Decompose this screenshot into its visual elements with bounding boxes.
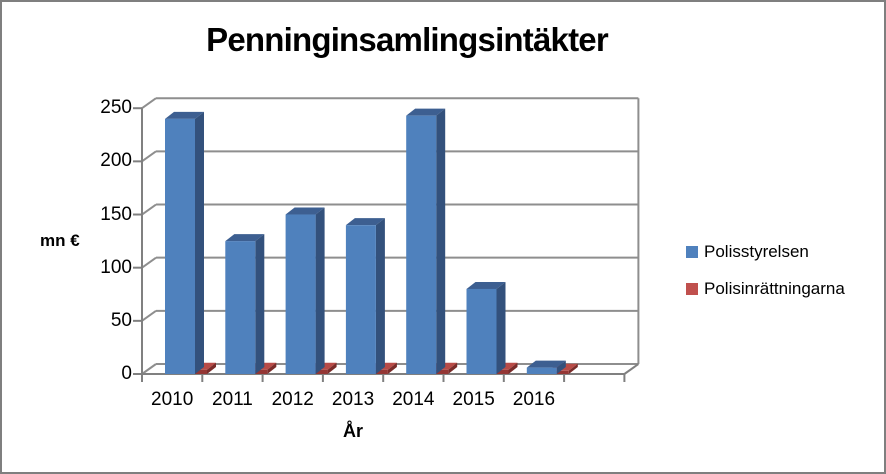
y-tick-label-100: 100 [100, 256, 132, 278]
legend-item-polisstyrelsen: Polisstyrelsen [686, 242, 845, 262]
bar-polisstyrelsen-2016 [526, 360, 566, 374]
legend-swatch-blue-icon [686, 246, 698, 258]
legend-label-polisinrattningarna: Polisinrättningarna [704, 279, 845, 298]
bar-polisstyrelsen-2014 [406, 108, 446, 375]
chart-line [141, 150, 157, 163]
y-axis-title: mn € [40, 231, 80, 250]
x-axis-title: År [342, 421, 363, 441]
x-tick-label-2013: 2013 [331, 389, 375, 410]
legend-swatch-red-icon [686, 283, 698, 295]
y-tick-label-200: 200 [100, 150, 132, 172]
bar-polisstyrelsen-2011 [225, 234, 265, 374]
bar-polisstyrelsen-2015 [466, 281, 506, 374]
chart-line [623, 363, 639, 375]
x-tick-label-2016: 2016 [512, 389, 556, 410]
chart-line [141, 256, 157, 269]
x-tick-label-2015: 2015 [452, 389, 495, 410]
y-tick-label-0: 0 [121, 363, 132, 384]
x-tick-label-2011: 2011 [212, 389, 253, 410]
bar-polisstyrelsen-2010 [165, 111, 204, 374]
chart-line [141, 363, 157, 375]
chart-line [141, 203, 157, 216]
x-tick-label-2014: 2014 [392, 389, 435, 410]
x-tick-label-2010: 2010 [151, 389, 194, 410]
y-tick-label-50: 50 [110, 309, 132, 331]
legend-item-polisinrattningarna: Polisinrättningarna [686, 279, 845, 299]
x-tick-label-2012: 2012 [271, 389, 314, 410]
legend-label-polisstyrelsen: Polisstyrelsen [704, 242, 809, 261]
y-tick-label-150: 150 [100, 203, 132, 225]
chart-title: Penninginsamlingsintäkter [206, 21, 609, 58]
bar-polisstyrelsen-2012 [285, 207, 325, 374]
chart-line [141, 310, 157, 322]
y-tick-label-250: 250 [100, 97, 132, 119]
legend: Polisstyrelsen Polisinrättningarna [686, 242, 845, 299]
chart-line [141, 97, 157, 110]
bar-polisstyrelsen-2013 [345, 218, 385, 374]
